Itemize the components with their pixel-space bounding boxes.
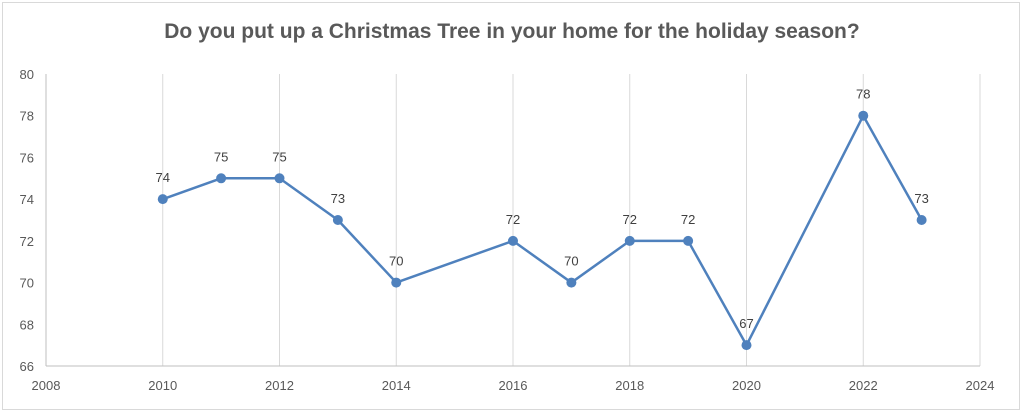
data-label: 70 [564, 254, 578, 269]
y-tick-label: 74 [20, 192, 34, 207]
tick-labels: 2008 2010 2012 2014 2016 2018 2020 2022 2024 66 68… [20, 67, 995, 393]
y-tick-label: 68 [20, 317, 34, 332]
data-point [508, 235, 518, 246]
x-tick-label: 2024 [966, 378, 995, 393]
data-point [332, 215, 343, 225]
y-tick-label: 76 [20, 150, 34, 165]
data-label: 75 [272, 149, 286, 164]
data-point [858, 110, 869, 121]
chart-title: Do you put up a Christmas Tree in your h… [164, 20, 860, 43]
data-label: 70 [389, 254, 403, 269]
grid-lines [162, 74, 981, 366]
y-tick-label: 80 [20, 67, 34, 82]
y-tick-label: 70 [20, 276, 34, 291]
data-labels: 74 75 75 73 70 72 70 72 72 67 78 73 [156, 87, 929, 331]
data-point [157, 194, 168, 205]
x-tick-label: 2022 [849, 378, 878, 393]
data-label: 78 [856, 87, 870, 102]
data-label: 72 [623, 212, 637, 227]
x-tick-label: 2018 [615, 378, 644, 393]
data-label: 72 [506, 212, 520, 227]
chart-frame [2, 2, 1020, 410]
x-tick-label: 2020 [732, 378, 761, 393]
data-point [391, 277, 402, 288]
data-point [274, 173, 285, 184]
data-point [216, 173, 227, 184]
data-point [741, 340, 752, 351]
data-point [916, 215, 927, 225]
x-tick-label: 2012 [265, 378, 294, 393]
data-label: 73 [914, 191, 928, 206]
data-point [683, 235, 694, 246]
data-point [566, 277, 577, 288]
x-tick-label: 2016 [499, 378, 528, 393]
series-line [162, 114, 923, 347]
data-label: 67 [739, 316, 753, 331]
data-point [624, 235, 635, 246]
data-label: 74 [156, 170, 170, 185]
y-tick-label: 72 [20, 234, 34, 249]
data-label: 72 [681, 212, 695, 227]
data-label: 73 [331, 191, 345, 206]
x-tick-label: 2010 [148, 378, 177, 393]
y-tick-label: 78 [20, 109, 34, 124]
y-tick-label: 66 [20, 359, 34, 374]
series [157, 110, 927, 351]
x-tick-label: 2008 [32, 378, 61, 393]
data-label: 75 [214, 149, 228, 164]
axes [45, 74, 980, 367]
x-tick-label: 2014 [382, 378, 411, 393]
